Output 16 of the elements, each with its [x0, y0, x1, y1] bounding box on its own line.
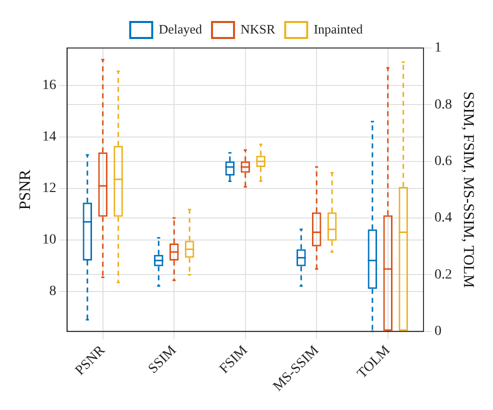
y2-tick-label: 0	[434, 324, 442, 340]
y-tick-label: 8	[49, 284, 56, 300]
y2-tick-label: 0.8	[434, 97, 452, 112]
y-tick-label: 16	[42, 78, 56, 94]
y-tick-label: 14	[42, 130, 56, 145]
y2-tick-label: 0.2	[434, 267, 452, 282]
y2-axis-title: SSIM, FSIM, MS-SSIM, TOLM	[460, 92, 476, 288]
y-tick-label: 12	[42, 181, 56, 196]
legend-label: NKSR	[240, 21, 276, 36]
y2-tick-label: 0.6	[434, 154, 452, 170]
legend-label: Inpainted	[314, 21, 364, 36]
y-tick-label: 10	[42, 232, 56, 248]
y2-tick-label: 0.4	[434, 210, 452, 226]
y2-tick-label: 1	[434, 40, 442, 56]
y-axis-title: PSNR	[16, 169, 34, 210]
legend-label: Delayed	[158, 21, 203, 36]
